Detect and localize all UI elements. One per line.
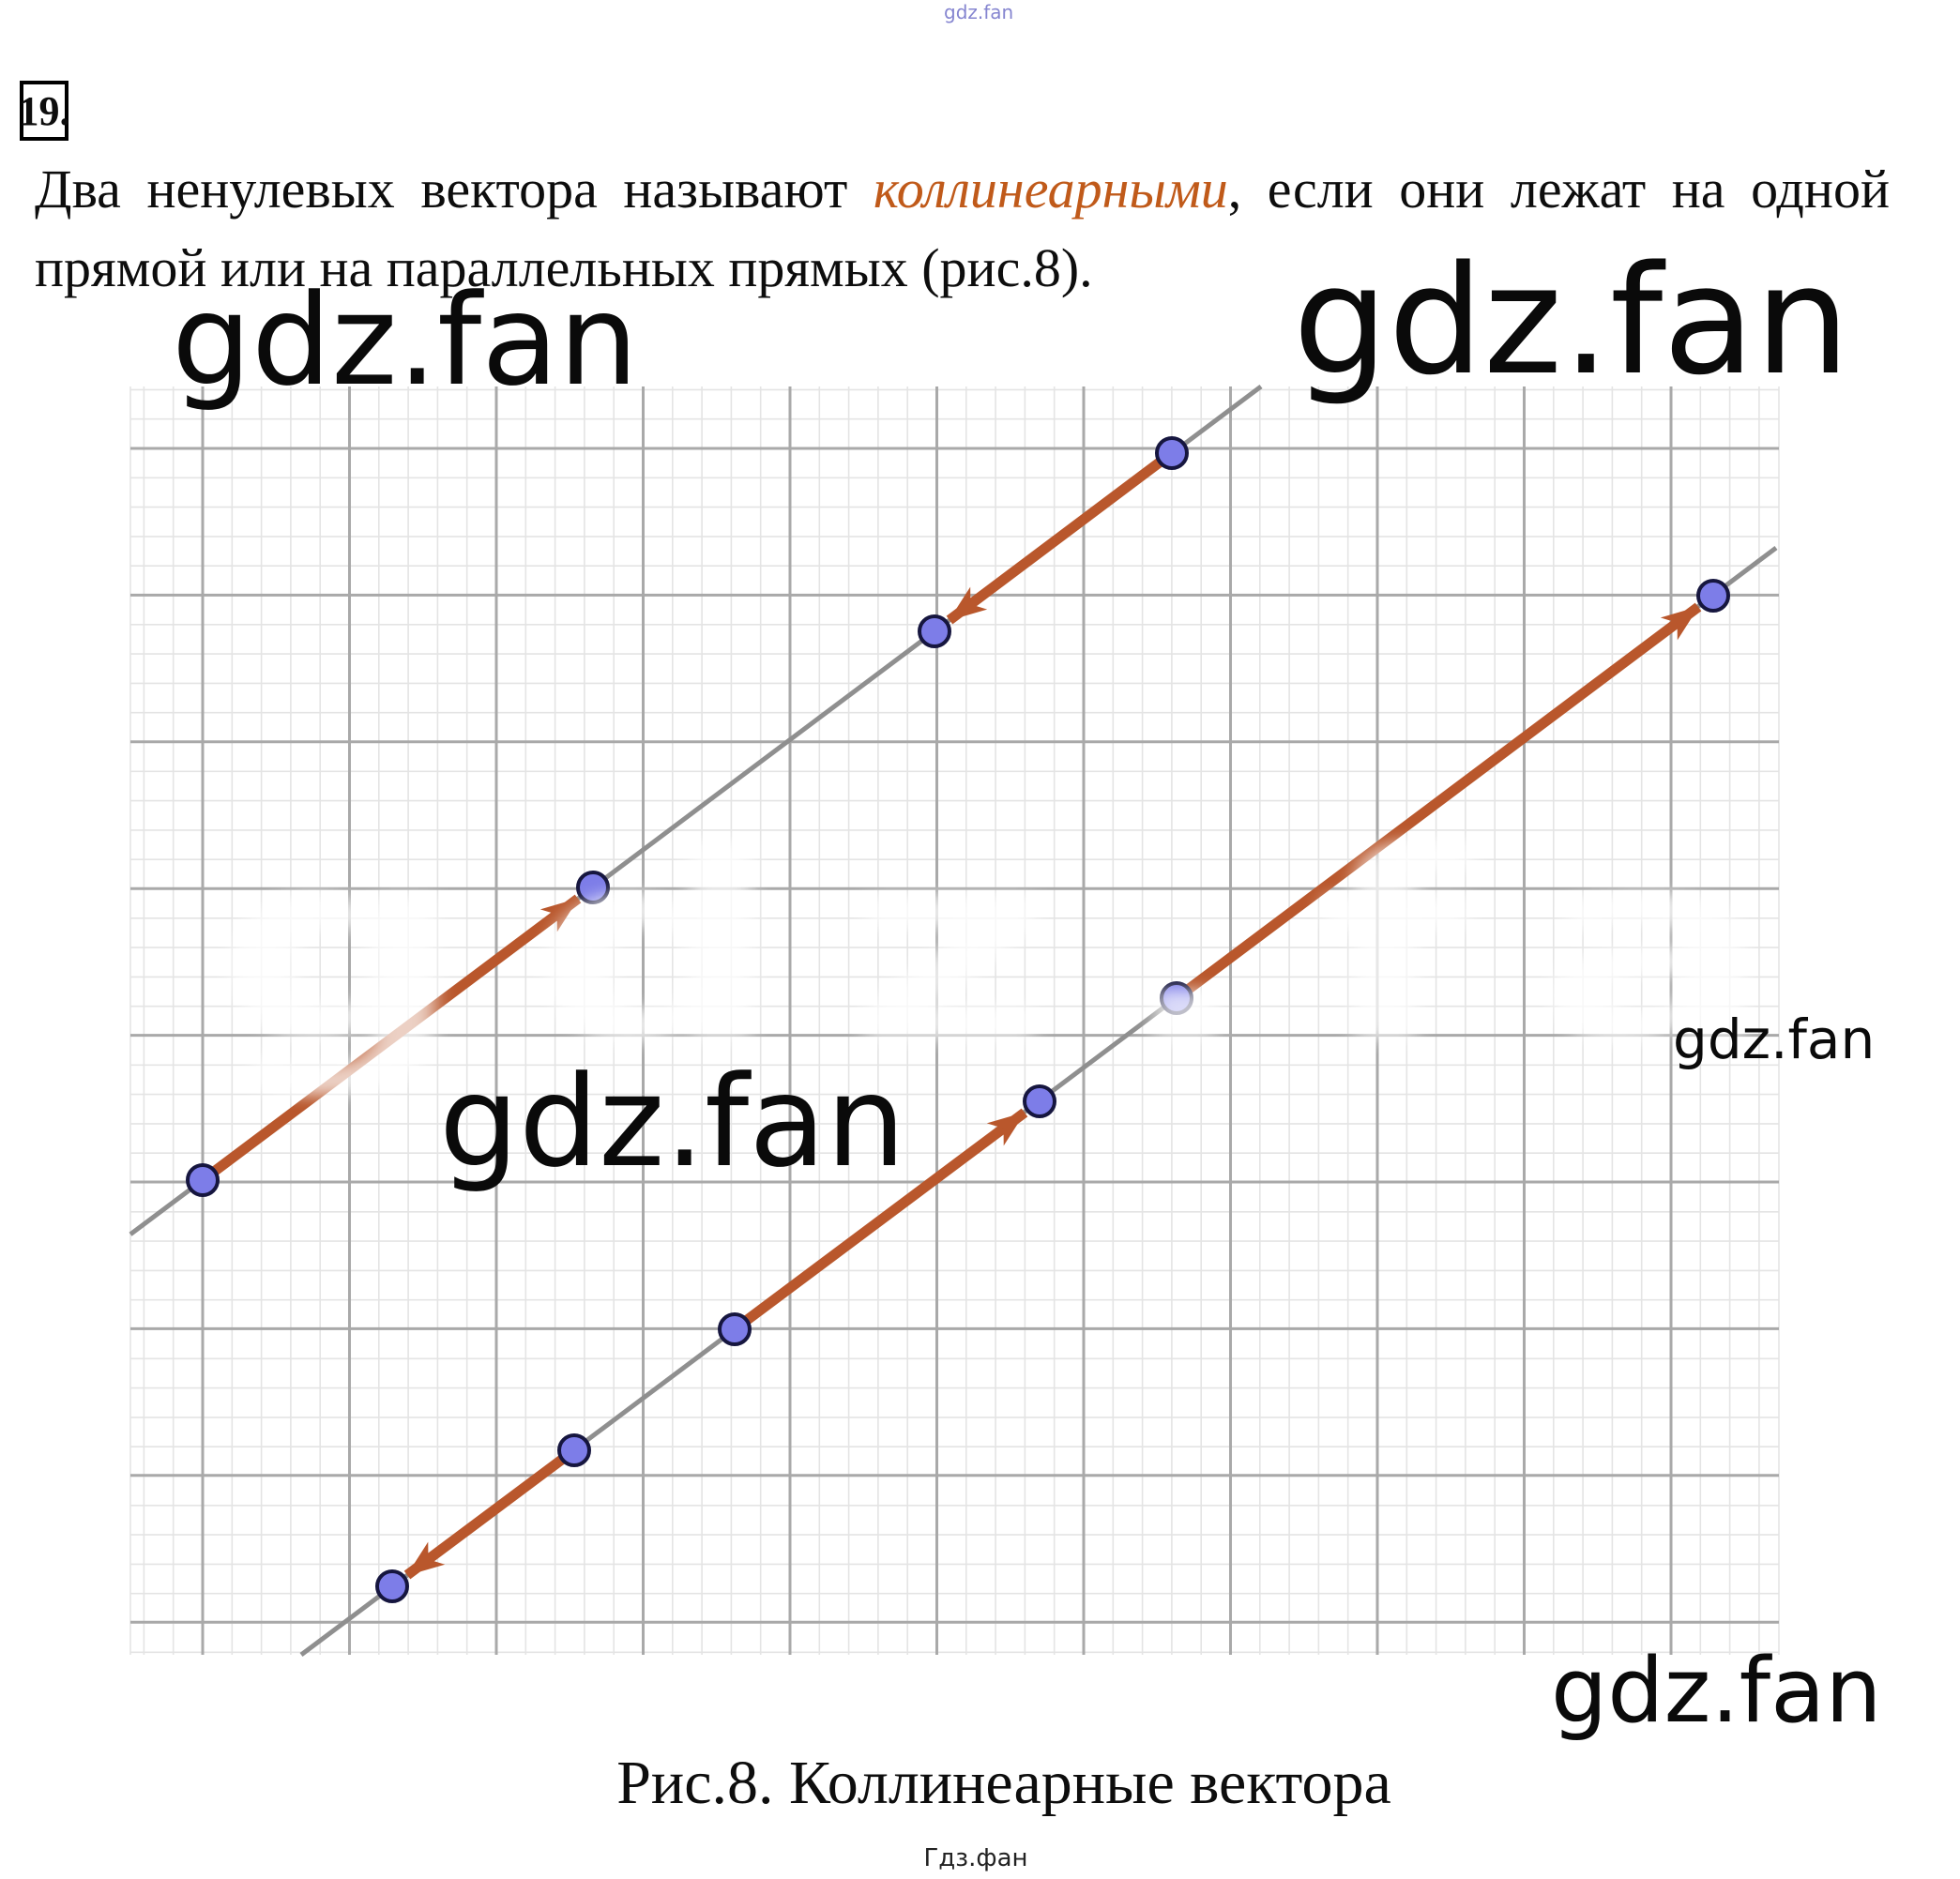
- watermark-top-right: gdz.fan: [1293, 233, 1850, 408]
- vectors: [199, 448, 1702, 1580]
- paragraph-text-after: , если они лежат на одной: [1227, 159, 1890, 220]
- problem-number: 19.: [18, 87, 70, 134]
- term-collinear: коллинеарными: [873, 159, 1228, 220]
- points: [186, 436, 1730, 1603]
- line-point: [1160, 981, 1193, 1015]
- line-point: [1696, 579, 1730, 613]
- paragraph-line-1: Два ненулевых вектора называют коллинеар…: [35, 150, 1890, 229]
- watermark-bottom-right: gdz.fan: [1551, 1640, 1882, 1743]
- vector-arrow: [1173, 602, 1702, 1003]
- watermark-ghost-overlay: gdz.fan: [216, 796, 1960, 1102]
- line-point: [186, 1163, 220, 1197]
- paragraph-text-before: Два ненулевых вектора называют: [35, 159, 874, 220]
- vector-arrow: [731, 1108, 1028, 1334]
- line-point: [557, 1433, 591, 1467]
- watermark-middle: gdz.fan: [439, 1049, 906, 1195]
- definition-paragraph: Два ненулевых вектора называют коллинеар…: [35, 150, 1890, 308]
- line-point: [1155, 436, 1189, 470]
- grid-major-lines: [130, 386, 1779, 1655]
- watermark-top-left: gdz.fan: [172, 267, 639, 414]
- watermark-right-small: gdz.fan: [1673, 1008, 1876, 1071]
- line-point: [718, 1312, 752, 1346]
- footer-site-name: Гдз.фан: [923, 1844, 1028, 1872]
- vector-arrow: [946, 448, 1176, 625]
- paragraph-line-2: прямой или на параллельных прямых (рис.8…: [35, 237, 1093, 298]
- figure-caption: Рис.8. Коллинеарные вектора: [616, 1749, 1391, 1817]
- line-point: [1023, 1084, 1056, 1118]
- vector-arrow: [199, 894, 582, 1185]
- vector-arrow: [403, 1446, 578, 1580]
- watermark-top-center: gdz.fan: [944, 1, 1014, 23]
- line-point: [918, 614, 951, 648]
- problem-number-box: 19.: [18, 81, 70, 141]
- line-point: [576, 871, 610, 904]
- line-point: [375, 1569, 409, 1603]
